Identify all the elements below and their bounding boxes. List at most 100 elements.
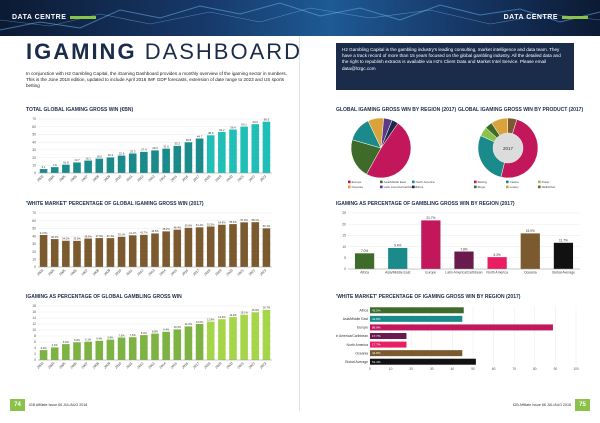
bar xyxy=(370,333,407,339)
data-label: 7.0% xyxy=(361,249,368,253)
chart-igaming-pct: 0 2 4 6 8 10 12 14 16 18 3.3% 2003 4.2% 2004 5.3% 2005 5… xyxy=(26,302,274,379)
x-tick-label: Africa xyxy=(360,271,369,275)
y-tick-label: 50 xyxy=(32,227,36,231)
bar xyxy=(173,329,182,360)
bar xyxy=(218,224,226,267)
y-tick-label: 20 xyxy=(342,222,346,226)
data-label: 22.6 xyxy=(119,151,125,155)
chart-title-pct-by-region: IGAMING AS PERCENTAGE OF GAMBLING GROSS … xyxy=(336,201,515,207)
bar xyxy=(50,167,59,173)
x-tick-label: 2004 xyxy=(47,268,55,276)
legend-swatch xyxy=(348,185,351,189)
bar xyxy=(128,153,137,173)
x-tick-label: 2004 xyxy=(47,361,55,369)
bar xyxy=(354,253,375,269)
bar xyxy=(62,164,70,173)
chart-pie-region: Europe Asia/Middle East North America Ocean… xyxy=(336,114,451,199)
x-tick-label: 2006 xyxy=(70,361,78,369)
data-label: 37.4% xyxy=(107,234,115,238)
chart-title-igaming-pct: IGAMING AS PERCENTAGE OF GLOBAL GAMBLING… xyxy=(26,294,182,300)
legend-swatch xyxy=(474,185,477,189)
data-label: 3.3% xyxy=(41,346,48,350)
x-tick-label: 2018 xyxy=(203,174,211,182)
bar xyxy=(106,238,115,267)
data-label: 43.5% xyxy=(151,229,159,233)
bar xyxy=(39,234,48,267)
x-tick-label: 2017 xyxy=(192,361,200,369)
y-tick-label: 0 xyxy=(34,358,36,362)
data-label: 36.2% xyxy=(51,235,59,239)
x-tick-label: 2020 xyxy=(226,268,234,276)
x-tick-label: 2023 xyxy=(259,361,267,369)
data-label: 48.4% xyxy=(174,225,182,229)
data-label: 20.2 xyxy=(108,153,114,157)
data-label: 63.3 xyxy=(253,120,259,124)
bar xyxy=(162,231,170,267)
data-label: 13.7 xyxy=(74,158,80,162)
x-tick-label: 2016 xyxy=(181,361,189,369)
y-tick-label: Global Average xyxy=(345,360,368,364)
bar xyxy=(195,324,204,360)
x-tick-label: 50 xyxy=(471,367,475,371)
data-label: 7.6 xyxy=(53,163,57,167)
y-tick-label: 2 xyxy=(34,352,36,356)
data-label: 17.7% xyxy=(372,334,381,338)
x-tick-label: 2012 xyxy=(136,361,144,369)
chart-title-by-product: GLOBAL IGAMING GROSS WIN BY PRODUCT (201… xyxy=(458,107,584,113)
x-tick-label: 2008 xyxy=(92,361,100,369)
data-label: 7.5% xyxy=(119,333,126,337)
x-tick-label: 2016 xyxy=(181,268,189,276)
x-tick-label: 2007 xyxy=(81,268,89,276)
x-tick-label: North America xyxy=(486,271,508,275)
bar xyxy=(39,350,48,360)
legend-swatch xyxy=(348,180,351,184)
y-tick-label: 6 xyxy=(34,340,36,344)
x-tick-label: Oceania xyxy=(524,271,537,275)
bar xyxy=(151,233,159,267)
page-gutter xyxy=(299,36,300,411)
data-label: 15.9% xyxy=(526,229,535,233)
y-tick-label: Europe xyxy=(357,326,368,330)
data-label: 18.6 xyxy=(97,154,103,158)
x-tick-label: 2020 xyxy=(226,174,234,182)
bar xyxy=(184,142,193,173)
page-number-right: 75 xyxy=(575,399,590,411)
legend-label: Asia/Middle East xyxy=(384,180,407,184)
bar xyxy=(95,238,104,267)
x-tick-label: 2003 xyxy=(36,268,44,276)
footer-right: iGB Affiliate Issue 66 JUL/AUG 2018 75 xyxy=(513,398,590,412)
x-tick-label: 2014 xyxy=(159,174,167,182)
y-tick-label: 0 xyxy=(34,171,36,175)
data-label: 31.6 xyxy=(163,144,169,148)
data-label: 9.4% xyxy=(163,328,170,332)
bar xyxy=(106,157,115,173)
y-tick-label: 40 xyxy=(32,140,36,144)
x-tick-label: Asia/Middle East xyxy=(385,271,410,275)
data-centre-label-left: DATA CENTRE xyxy=(12,13,67,21)
legend-label: Oceania xyxy=(352,185,364,189)
x-tick-label: 2015 xyxy=(170,174,178,182)
bar xyxy=(84,160,92,173)
bar xyxy=(229,317,237,360)
data-label: 48.9 xyxy=(208,131,214,135)
data-label: 10.8 xyxy=(63,160,69,164)
bar xyxy=(251,312,260,360)
data-label: 5.3% xyxy=(63,340,70,344)
y-tick-label: 10 xyxy=(32,328,36,332)
bar xyxy=(84,341,92,360)
bar xyxy=(218,319,226,360)
x-tick-label: 2020 xyxy=(226,361,234,369)
bar xyxy=(218,131,226,173)
data-label: 5.3% xyxy=(494,253,501,257)
bar xyxy=(251,124,260,173)
bar xyxy=(229,224,237,267)
chart-pie-region-svg: Europe Asia/Middle East North America Ocean… xyxy=(348,117,435,189)
chart-title-by-region: GLOBAL IGAMING GROSS WIN BY REGION (2017… xyxy=(336,107,457,113)
data-label: 25.3 xyxy=(130,149,136,153)
chart-title-white-by-region: 'WHITE MARKET' PERCENTAGE OF IGAMING GRO… xyxy=(336,294,521,300)
x-tick-label: 20 xyxy=(409,367,413,371)
bar xyxy=(370,350,463,357)
x-tick-label: 2017 xyxy=(192,174,200,182)
y-tick-label: Latin America/Caribbean xyxy=(336,334,368,338)
bar xyxy=(151,333,159,360)
